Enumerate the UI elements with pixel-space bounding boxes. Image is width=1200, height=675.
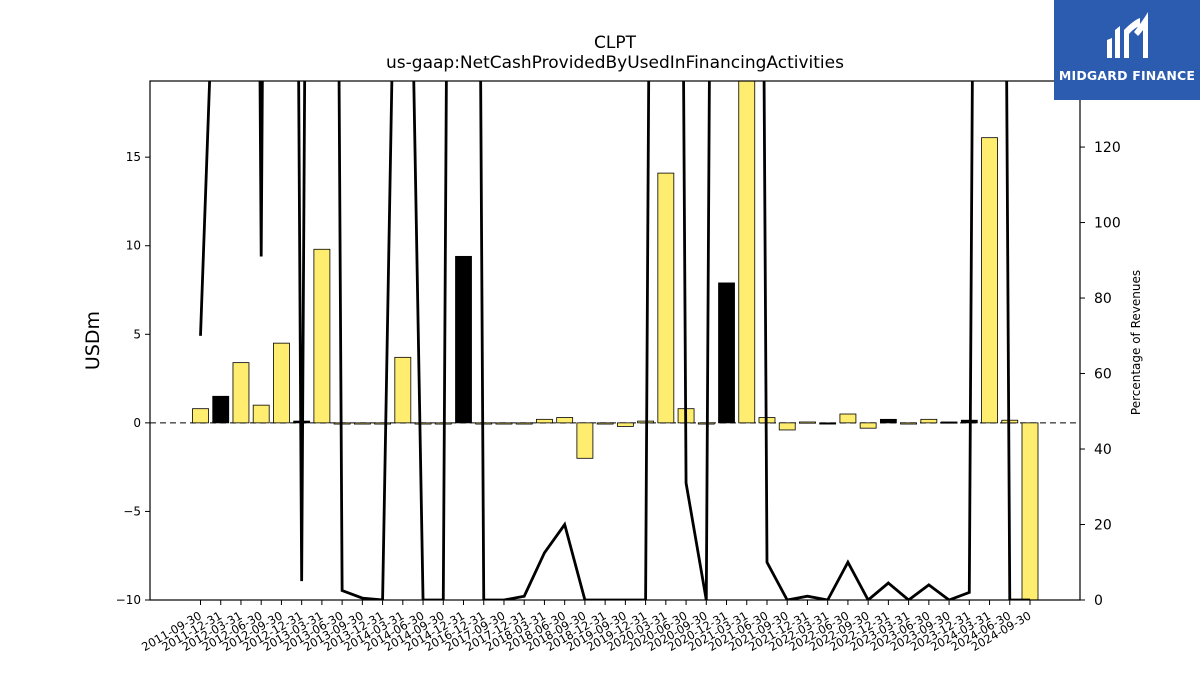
y-axis-label: USDm	[82, 311, 104, 370]
bar-2022-09-30	[859, 422, 877, 429]
bar-2012-06-30	[252, 404, 270, 424]
bar-2011-12-31	[212, 395, 230, 424]
bar-2017-12-31	[515, 422, 533, 425]
y-tick-label: −10	[116, 593, 141, 607]
bar-2018-12-31	[596, 422, 614, 425]
y2-tick-label: 40	[1094, 442, 1112, 458]
bar-2014-12-31	[455, 255, 472, 424]
y2-tick-label: 20	[1094, 518, 1112, 534]
y-tick-label: −5	[123, 504, 141, 518]
y2-tick-label: 100	[1094, 216, 1121, 232]
bar-2013-03-31	[313, 248, 331, 424]
y2-tick-label: 60	[1094, 367, 1112, 383]
bar-2013-12-31	[374, 422, 391, 425]
y-tick-label: 0	[133, 416, 141, 430]
chart-title: CLPT	[594, 33, 636, 53]
bar-2020-12-31	[718, 282, 735, 424]
bar-2017-09-30	[495, 422, 513, 425]
bar-2014-03-31	[394, 356, 412, 424]
bar-2012-03-31	[232, 362, 250, 424]
logo-text: MIDGARD FINANCE	[1058, 68, 1196, 83]
bar-2022-12-31	[879, 418, 897, 424]
bar-2018-09-30	[576, 422, 594, 459]
brand-logo: MIDGARD FINANCE	[1054, 0, 1200, 100]
bar-2024-03-31	[981, 137, 998, 424]
y2-tick-label: 120	[1094, 140, 1121, 156]
y2-tick-label: 0	[1094, 593, 1103, 609]
bar-2022-06-30	[839, 413, 857, 424]
y2-tick-label: 80	[1094, 291, 1112, 307]
logo-mark-icon	[1107, 12, 1148, 58]
plot-frame	[149, 80, 1081, 601]
bar-2021-09-30	[778, 422, 796, 431]
bar-2018-03-31	[536, 418, 553, 424]
bar-2023-06-30	[920, 418, 938, 424]
y-tick-label: 15	[126, 150, 141, 164]
bars	[192, 81, 1039, 600]
bar-2012-09-30	[273, 342, 290, 424]
pct-of-revenues-line	[199, 81, 1030, 600]
bar-2021-12-31	[799, 421, 816, 424]
bar-2011-09-30	[192, 408, 209, 424]
percentage-line	[199, 81, 1030, 600]
y-tick-label: 10	[126, 239, 141, 253]
y-tick-label: 5	[133, 327, 141, 341]
bar-2023-03-31	[900, 422, 918, 425]
bar-2013-09-30	[353, 422, 371, 425]
bar-2021-03-31	[738, 81, 756, 424]
bar-2024-09-30	[1021, 422, 1039, 600]
bar-2023-09-30	[940, 421, 958, 424]
bar-2020-03-31	[657, 172, 675, 424]
bar-2018-06-30	[556, 417, 574, 424]
y2-axis-label: Percentage of Revenues	[1129, 270, 1143, 415]
bar-2014-06-30	[414, 422, 432, 425]
axes: −10−50510150204060801001202011-09-302011…	[82, 80, 1143, 654]
chart-subtitle: us-gaap:NetCashProvidedByUsedInFinancing…	[386, 53, 844, 73]
bar-2019-09-30	[616, 422, 634, 427]
bar-2022-03-31	[819, 422, 837, 425]
